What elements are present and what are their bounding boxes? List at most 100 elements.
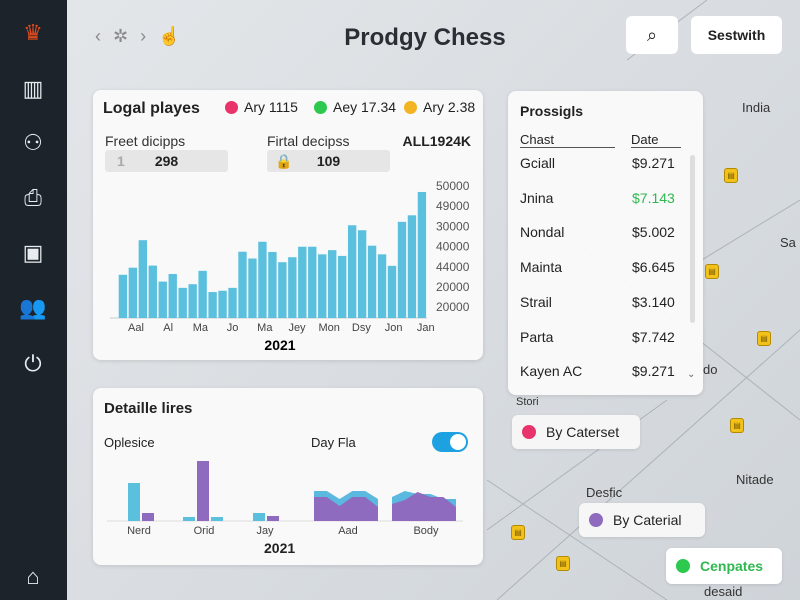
bar xyxy=(347,225,357,318)
action-button[interactable]: Sestwith xyxy=(691,16,782,54)
pin-icon[interactable]: ▤ xyxy=(724,168,738,183)
printer-icon[interactable]: ⎙ xyxy=(24,185,42,210)
row-name: Mainta xyxy=(520,259,563,276)
card-title: Detaille lires xyxy=(104,400,193,417)
home-icon[interactable]: ⌂ xyxy=(26,564,40,589)
details-card: Nerd Orid Jay Aad Body Detaille lires Oplesi… xyxy=(93,388,483,565)
bar xyxy=(278,262,287,318)
field2-input[interactable]: 🔒 109 xyxy=(267,150,390,172)
bar xyxy=(268,251,277,318)
x-tick-label: Dsy xyxy=(352,322,371,334)
filter-pill[interactable]: By Caterial xyxy=(579,503,705,537)
field1-value: 298 xyxy=(154,153,179,169)
card-title: Prossigls xyxy=(520,103,584,119)
chevron-left-icon[interactable]: ‹ xyxy=(95,26,113,46)
legend-item: Ary 1115 xyxy=(225,99,298,115)
pin-icon[interactable]: ▤ xyxy=(730,418,744,433)
sidebar: ♛ ▥ ⚇ ⎙ ▣ 👥 ⏻ ⌂ xyxy=(0,0,67,600)
row-value: $7.742 xyxy=(632,328,675,345)
page-title: Prodgy Chess xyxy=(344,24,506,51)
bar xyxy=(168,273,177,318)
table-row[interactable]: Parta $7.742 xyxy=(520,329,680,347)
bar xyxy=(407,215,417,318)
bar xyxy=(178,287,187,318)
pin-icon[interactable]: ▤ xyxy=(705,264,719,279)
x-tick-label: Orid xyxy=(194,525,215,537)
bar xyxy=(288,257,297,318)
bar xyxy=(138,240,148,318)
chevron-down-icon[interactable]: ⌄ xyxy=(687,369,696,380)
lock-icon: 🔒 xyxy=(275,153,293,169)
bar xyxy=(387,265,397,318)
briefcase-icon[interactable]: ▣ xyxy=(22,240,44,265)
row-name: Gciall xyxy=(520,155,556,171)
bar xyxy=(248,258,257,318)
details-chart: Nerd Orid Jay Aad Body xyxy=(107,461,463,537)
x-tick-label: Ma xyxy=(257,322,273,334)
chevron-right-icon[interactable]: › xyxy=(140,26,159,46)
players-card: 50000 49000 30000 40000 44000 20000 20000 Aal Al… xyxy=(93,90,483,360)
bar xyxy=(367,245,377,318)
table-row[interactable]: Jnina $7.143 xyxy=(520,190,680,208)
crest-logo[interactable]: ♛ xyxy=(23,20,43,45)
right-label: Day Fla xyxy=(311,435,356,450)
user-icon[interactable]: ⚇ xyxy=(23,130,43,155)
bar xyxy=(128,483,140,521)
row-value: $5.002 xyxy=(632,224,675,241)
x-tick-label: Jay xyxy=(256,525,274,537)
x-tick-label: Body xyxy=(413,525,439,537)
y-tick-label: 49000 xyxy=(436,199,470,213)
bar xyxy=(397,221,407,318)
pin-icon[interactable]: ▤ xyxy=(757,331,771,346)
bar xyxy=(298,246,307,318)
table-row[interactable]: Strail $3.140 xyxy=(520,294,680,312)
bar xyxy=(357,230,367,318)
left-label: Oplesice xyxy=(104,435,155,450)
table-row[interactable]: Mainta $6.645 xyxy=(520,259,680,277)
map-label: do xyxy=(703,362,718,377)
nav-controls: ‹✲›☝ xyxy=(95,26,193,47)
column-header[interactable]: Date xyxy=(631,132,681,148)
bar xyxy=(253,513,265,521)
y-tick-label: 40000 xyxy=(436,240,470,254)
pin-icon[interactable]: ▤ xyxy=(511,525,525,540)
scrollbar[interactable] xyxy=(690,155,695,323)
table-row[interactable]: Kayen AC $9.271 xyxy=(520,363,680,381)
x-tick-label: Jan xyxy=(417,322,435,334)
row-value: $9.271 xyxy=(632,363,675,380)
book-icon[interactable]: ▥ xyxy=(22,76,44,101)
row-value: $9.271 xyxy=(632,155,675,171)
card-title: Logal playes xyxy=(103,100,200,117)
map-label: desaid xyxy=(704,584,743,599)
filter-pill[interactable]: Cenpates xyxy=(666,548,782,584)
y-tick-label: 50000 xyxy=(436,179,470,193)
field1-label: Freet dicipps xyxy=(105,133,186,149)
power-icon[interactable]: ⏻ xyxy=(24,351,42,376)
map-label: Desfic xyxy=(586,485,623,500)
players-bar-chart: 50000 49000 30000 40000 44000 20000 20000 Aal Al… xyxy=(110,179,470,353)
bar xyxy=(128,267,138,318)
y-tick-label: 30000 xyxy=(436,219,470,233)
filter-pill[interactable]: By Caterset xyxy=(512,415,640,449)
table-row[interactable]: Gciall $9.271 xyxy=(520,155,680,173)
field1-input[interactable]: 1 298 xyxy=(105,150,228,172)
bar xyxy=(337,255,347,318)
column-header[interactable]: Chast xyxy=(520,132,615,148)
hand-icon[interactable]: ☝ xyxy=(158,26,193,46)
bar xyxy=(198,270,207,318)
x-tick-label: Jo xyxy=(227,322,239,334)
toggle-switch[interactable] xyxy=(432,432,468,452)
bar xyxy=(188,284,197,318)
search-button[interactable]: ⌕ xyxy=(626,16,678,54)
map-label: India xyxy=(742,100,771,115)
bar xyxy=(208,292,217,318)
gear-icon[interactable]: ✲ xyxy=(113,26,141,46)
row-name: Nondal xyxy=(520,224,565,241)
map-label: Nitade xyxy=(736,472,774,487)
pill-label: Cenpates xyxy=(700,558,764,574)
users-icon[interactable]: 👥 xyxy=(19,295,47,320)
x-tick-label: Mon xyxy=(318,322,339,334)
bar xyxy=(318,254,327,318)
table-row[interactable]: Nondal $5.002 xyxy=(520,224,680,242)
pin-icon[interactable]: ▤ xyxy=(556,556,570,571)
